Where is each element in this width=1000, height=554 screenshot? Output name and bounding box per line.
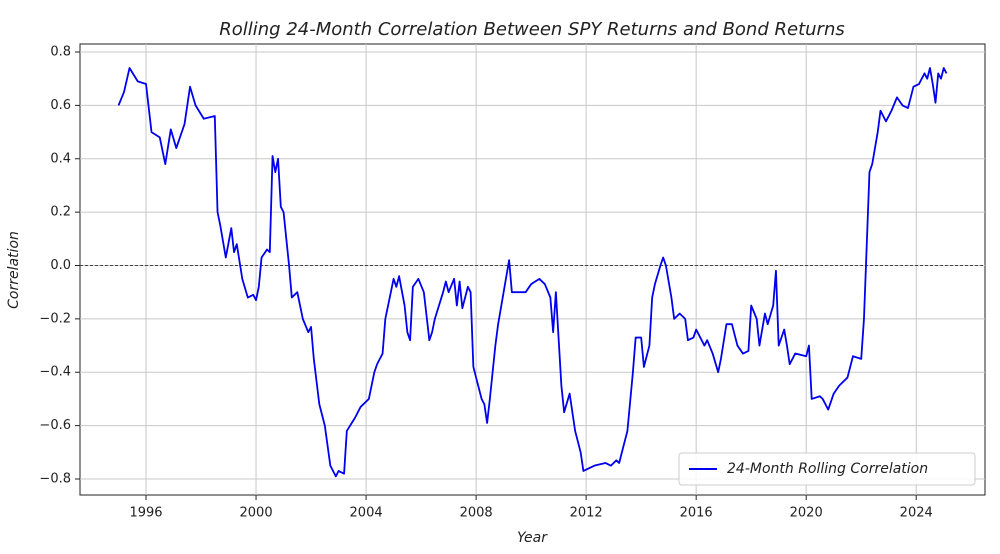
x-tick-label: 1996 [129, 506, 162, 521]
x-tick-label: 2016 [680, 506, 713, 521]
x-tick-label: 2004 [350, 506, 383, 521]
x-tick-label: 2020 [790, 506, 823, 521]
x-tick-label: 2008 [460, 506, 493, 521]
data-line [117, 67, 948, 478]
legend-box [678, 452, 976, 486]
y-tick-label: −0.2 [39, 311, 71, 326]
chart-title: Rolling 24-Month Correlation Between SPY… [219, 19, 844, 40]
y-tick-label: 0.2 [50, 205, 71, 220]
x-tick-label: 2000 [240, 506, 273, 521]
x-axis-label: Year [517, 530, 548, 546]
x-tick-label: 2012 [570, 506, 603, 521]
legend-label: 24-Month Rolling Correlation [727, 461, 928, 477]
y-tick-label: 0.8 [50, 45, 71, 60]
y-tick-label: 0.0 [50, 258, 71, 273]
plot-frame [79, 43, 986, 496]
y-tick-label: −0.6 [39, 418, 71, 433]
y-tick-label: 0.6 [50, 98, 71, 113]
x-tick-label: 2024 [900, 506, 933, 521]
y-tick-label: 0.4 [50, 151, 71, 166]
y-tick-label: −0.4 [39, 365, 71, 380]
y-axis-label: Correlation [6, 231, 22, 309]
y-tick-label: −0.8 [39, 471, 71, 486]
